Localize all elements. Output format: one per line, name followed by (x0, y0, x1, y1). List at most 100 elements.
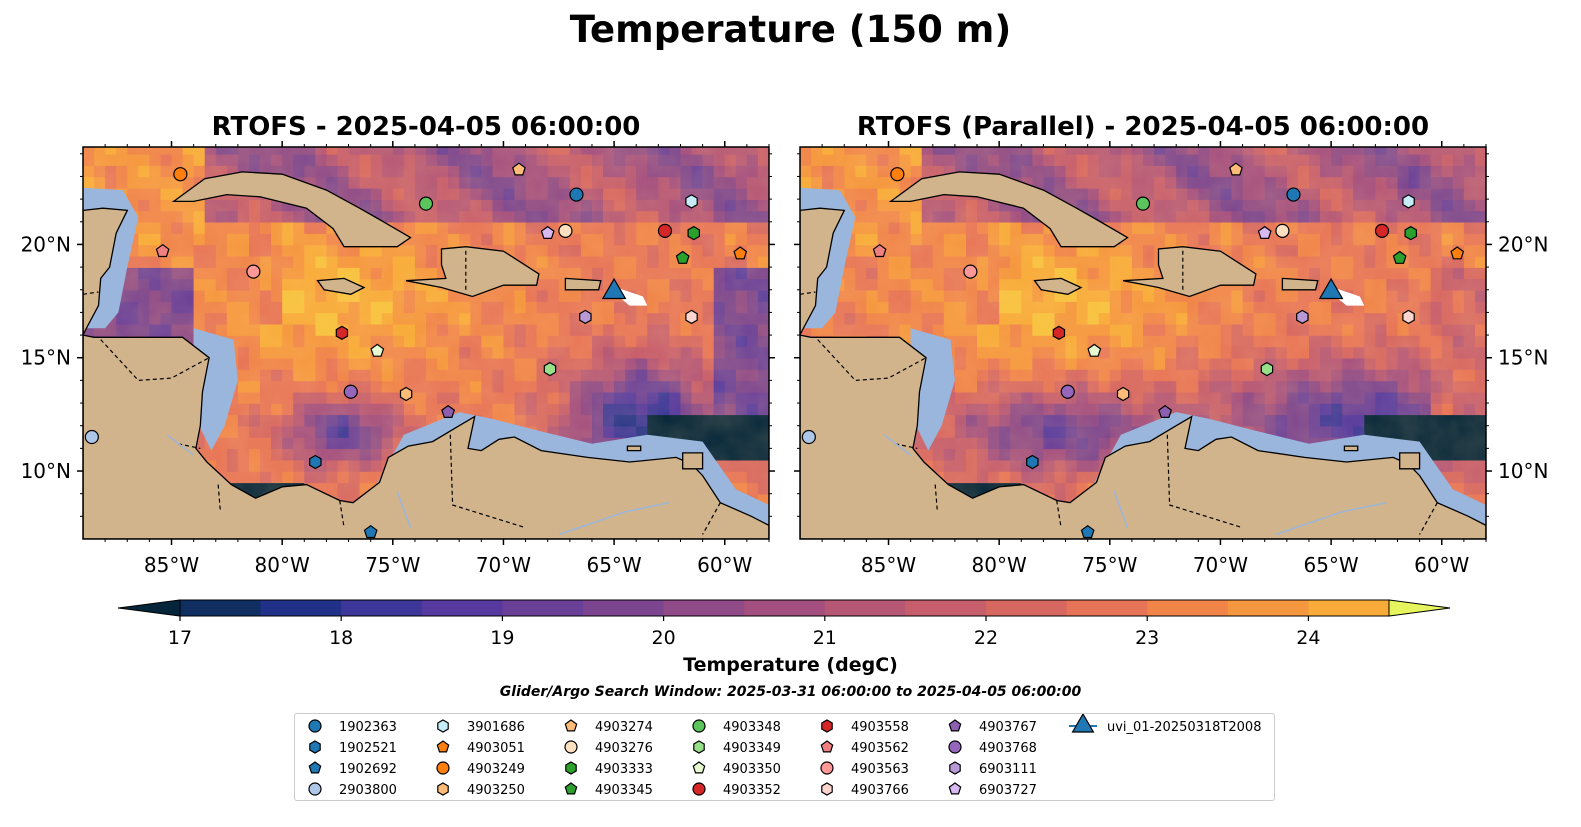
x-tick-label: 65°W (586, 553, 641, 577)
float-marker[interactable] (1052, 325, 1066, 340)
float-marker[interactable] (1402, 309, 1415, 325)
x-tick-label: 75°W (365, 553, 420, 577)
legend-marker (308, 761, 322, 774)
float-marker[interactable] (872, 243, 887, 258)
float-marker[interactable] (1257, 225, 1272, 239)
legend-label: 4903562 (851, 741, 909, 756)
legend-label: 4903352 (723, 783, 781, 798)
x-tick-label: 60°W (1414, 553, 1469, 577)
legend-marker (436, 761, 450, 775)
float-marker[interactable] (1296, 309, 1309, 325)
float-marker[interactable] (441, 404, 456, 418)
legend-marker (949, 761, 961, 775)
float-marker[interactable] (558, 223, 573, 238)
legend-label: 4903249 (467, 762, 525, 777)
float-marker[interactable] (657, 223, 673, 238)
float-marker[interactable] (1374, 223, 1390, 238)
float-marker[interactable] (370, 343, 385, 357)
float-marker[interactable] (512, 162, 526, 176)
legend-label: 3901686 (467, 720, 525, 735)
float-marker[interactable] (1450, 246, 1465, 260)
legend-label: 4903274 (595, 720, 653, 735)
y-tick-label: 10°N (1498, 459, 1548, 483)
colorbar-label: Temperature (degC) (683, 654, 898, 676)
x-tick-label: 70°W (476, 553, 531, 577)
legend-label: 1902363 (339, 720, 397, 735)
y-tick-label: 20°N (21, 232, 71, 256)
legend-label: 4903250 (467, 783, 525, 798)
float-marker[interactable] (687, 225, 701, 241)
y-tick-label: 10°N (21, 459, 71, 483)
x-tick-label: 60°W (697, 553, 752, 577)
legend-label: 4903767 (979, 720, 1037, 735)
float-marker[interactable] (155, 243, 170, 258)
legend-marker (948, 782, 962, 795)
float-marker[interactable] (543, 361, 557, 377)
colorbar-tick-label: 22 (974, 627, 998, 649)
float-marker[interactable] (173, 167, 188, 182)
float-marker[interactable] (1080, 524, 1095, 539)
float-marker[interactable] (343, 384, 358, 399)
float-marker[interactable] (1318, 277, 1344, 300)
legend: 1902363 1902521 1902692 2903800 3901686 49030… (294, 713, 1275, 801)
colorbar-tick-label: 20 (652, 627, 676, 649)
legend-label: 4903333 (595, 762, 653, 777)
legend-label: 1902692 (339, 762, 397, 777)
float-marker[interactable] (685, 309, 698, 325)
colorbar-tick-label: 23 (1135, 627, 1159, 649)
legend-label: 2903800 (339, 783, 397, 798)
legend-marker (821, 782, 833, 796)
x-tick-label: 85°W (861, 553, 916, 577)
float-marker[interactable] (246, 264, 261, 279)
legend-label: 4903345 (595, 783, 653, 798)
float-marker[interactable] (84, 429, 99, 445)
y-tick-label: 15°N (21, 346, 71, 370)
legend-marker (308, 719, 322, 733)
float-marker[interactable] (1158, 404, 1173, 418)
legend-marker (693, 740, 705, 754)
colorbar-tick-label: 18 (329, 627, 353, 649)
float-marker[interactable] (733, 246, 748, 260)
float-marker[interactable] (801, 429, 816, 445)
legend-marker (692, 761, 706, 774)
float-marker[interactable] (540, 225, 555, 239)
float-marker[interactable] (1404, 225, 1418, 241)
float-marker[interactable] (685, 194, 698, 209)
search-window-text: Glider/Argo Search Window: 2025-03-31 06… (499, 684, 1082, 700)
float-marker[interactable] (579, 309, 592, 325)
float-marker[interactable] (1116, 386, 1130, 402)
colorbar-tick-label: 21 (813, 627, 837, 649)
legend-marker (564, 740, 578, 754)
float-marker[interactable] (1402, 194, 1415, 209)
float-marker[interactable] (963, 264, 978, 279)
float-marker[interactable] (601, 277, 627, 300)
float-marker[interactable] (1392, 250, 1407, 264)
float-marker[interactable] (1260, 361, 1274, 377)
legend-label: 4903349 (723, 741, 781, 756)
legend-marker (692, 782, 706, 796)
legend-label: 4903558 (851, 720, 909, 735)
float-marker[interactable] (890, 167, 905, 182)
y-tick-label: 15°N (1498, 346, 1548, 370)
float-marker[interactable] (569, 187, 584, 202)
legend-label: 4903051 (467, 741, 525, 756)
float-marker[interactable] (1229, 162, 1243, 176)
float-marker[interactable] (1286, 187, 1301, 202)
float-marker[interactable] (1060, 384, 1075, 399)
float-marker[interactable] (363, 524, 378, 539)
float-marker[interactable] (1026, 454, 1039, 470)
float-marker[interactable] (1275, 223, 1290, 238)
float-marker[interactable] (399, 386, 413, 402)
float-marker[interactable] (418, 196, 434, 211)
float-marker[interactable] (1087, 343, 1102, 357)
legend-marker (565, 761, 577, 775)
float-marker[interactable] (335, 325, 349, 340)
x-tick-label: 75°W (1082, 553, 1137, 577)
float-marker[interactable] (309, 454, 322, 470)
panel-title-parallel: RTOFS (Parallel) - 2025-04-05 06:00:00 (856, 112, 1430, 142)
float-marker[interactable] (675, 250, 690, 264)
legend-marker (309, 740, 321, 754)
legend-marker (948, 719, 962, 732)
float-marker[interactable] (1135, 196, 1151, 211)
